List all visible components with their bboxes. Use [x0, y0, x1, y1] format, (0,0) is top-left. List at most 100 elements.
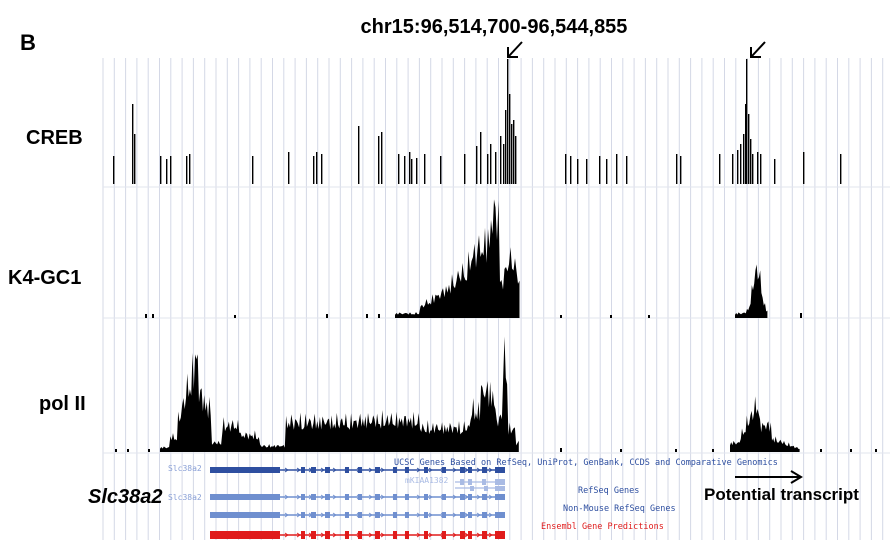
creb-peak — [358, 126, 360, 184]
pol-ii-minor-peak — [127, 449, 129, 452]
creb-peak — [511, 124, 513, 184]
creb-peak — [166, 159, 168, 184]
creb-peak — [748, 114, 750, 184]
creb-peak — [515, 136, 517, 184]
creb-peak — [398, 154, 400, 184]
creb-peak — [321, 154, 323, 184]
creb-peak — [740, 144, 742, 184]
pol-ii-minor-peak — [115, 449, 117, 452]
creb-peak — [288, 152, 290, 184]
k4-minor-peak — [326, 314, 328, 318]
creb-peak — [743, 134, 745, 184]
track-label-creb: CREB — [26, 127, 83, 149]
k4-peak-cluster — [395, 199, 520, 318]
creb-peak — [505, 110, 507, 184]
gene-model-track — [210, 467, 505, 539]
creb-peak — [409, 152, 411, 184]
nonmouse-refseq-gene-model — [210, 512, 505, 518]
creb-peak — [507, 59, 509, 184]
arrow-icon — [750, 41, 766, 58]
k4-minor-peak — [610, 315, 612, 318]
creb-peak — [186, 156, 188, 184]
pol-ii-minor-peak — [620, 449, 622, 452]
k4-minor-peak — [366, 314, 368, 318]
pol-ii-minor-peak — [875, 449, 877, 452]
creb-peak — [840, 154, 842, 184]
refseq-gene-name: Slc38a2 — [168, 493, 202, 502]
k4-minor-peak — [378, 314, 380, 318]
creb-peak — [404, 156, 406, 184]
ucsc-genes-track-title: UCSC Genes Based on RefSeq, UniProt, Gen… — [394, 458, 778, 468]
creb-peak — [476, 146, 478, 184]
creb-peak — [732, 154, 734, 184]
creb-peak — [170, 156, 172, 184]
creb-peak — [252, 156, 254, 184]
creb-peak — [424, 154, 426, 184]
creb-peak — [719, 154, 721, 184]
creb-peak — [513, 120, 515, 184]
creb-peak — [313, 156, 315, 184]
pol-ii-signal-track — [115, 336, 877, 452]
creb-peak — [757, 152, 759, 184]
creb-peak — [774, 159, 776, 184]
creb-peak — [752, 154, 754, 184]
k4-minor-peak — [145, 314, 147, 318]
potential-transcript-label: Potential transcript — [704, 485, 859, 504]
track-label-k4-gc1: K4-GC1 — [8, 267, 81, 289]
creb-peak — [586, 159, 588, 184]
creb-peak — [381, 132, 383, 184]
creb-peak — [676, 154, 678, 184]
creb-peak — [565, 154, 567, 184]
creb-peak — [509, 94, 511, 184]
creb-peak — [750, 139, 752, 184]
creb-peak — [616, 154, 618, 184]
creb-peak — [495, 152, 497, 184]
creb-peak — [570, 156, 572, 184]
creb-peak — [316, 152, 318, 184]
pol-ii-peak — [730, 396, 800, 452]
creb-peak — [189, 154, 191, 184]
pol-ii-minor-peak — [560, 448, 562, 452]
creb-peak — [480, 132, 482, 184]
creb-peak — [503, 144, 505, 184]
creb-peak — [626, 156, 628, 184]
creb-peak — [737, 150, 739, 184]
k4-peak — [735, 264, 768, 318]
creb-peak — [464, 154, 466, 184]
creb-signal-track — [113, 59, 842, 184]
k4-minor-peak — [152, 314, 154, 318]
creb-peak — [132, 104, 134, 184]
pol-ii-minor-peak — [820, 449, 822, 452]
creb-peak — [746, 59, 748, 184]
creb-peak — [440, 156, 442, 184]
k4-minor-peak — [234, 315, 236, 318]
creb-peak — [378, 136, 380, 184]
pol-ii-minor-peak — [675, 449, 677, 452]
creb-peak — [606, 159, 608, 184]
browser-gridlines — [102, 58, 890, 540]
alt-transcript-name: mKIAA1382 — [405, 476, 449, 485]
k4-minor-peak — [560, 315, 562, 318]
creb-peak — [490, 144, 492, 184]
creb-peak — [680, 156, 682, 184]
creb-peak — [487, 154, 489, 184]
k4-minor-peak — [648, 315, 650, 318]
ucsc-gene-name: Slc38a2 — [168, 464, 202, 473]
ensembl-track-title: Ensembl Gene Predictions — [541, 522, 664, 532]
refseq-gene-model — [210, 494, 505, 500]
gene-label-slc38a2: Slc38a2 — [88, 486, 163, 508]
creb-peak — [803, 152, 805, 184]
creb-peak — [760, 154, 762, 184]
right-arrow-icon — [735, 470, 803, 484]
creb-peak — [416, 158, 418, 184]
k4-gc1-signal-track — [145, 199, 802, 318]
alt-transcript-model — [455, 479, 505, 491]
ucsc-gene-model — [210, 467, 505, 473]
arrow-icon — [507, 41, 523, 58]
creb-peak — [134, 134, 136, 184]
panel-letter: B — [20, 30, 36, 55]
creb-peak — [411, 159, 413, 184]
refseq-track-title: RefSeq Genes — [578, 486, 639, 496]
creb-peak — [500, 136, 502, 184]
